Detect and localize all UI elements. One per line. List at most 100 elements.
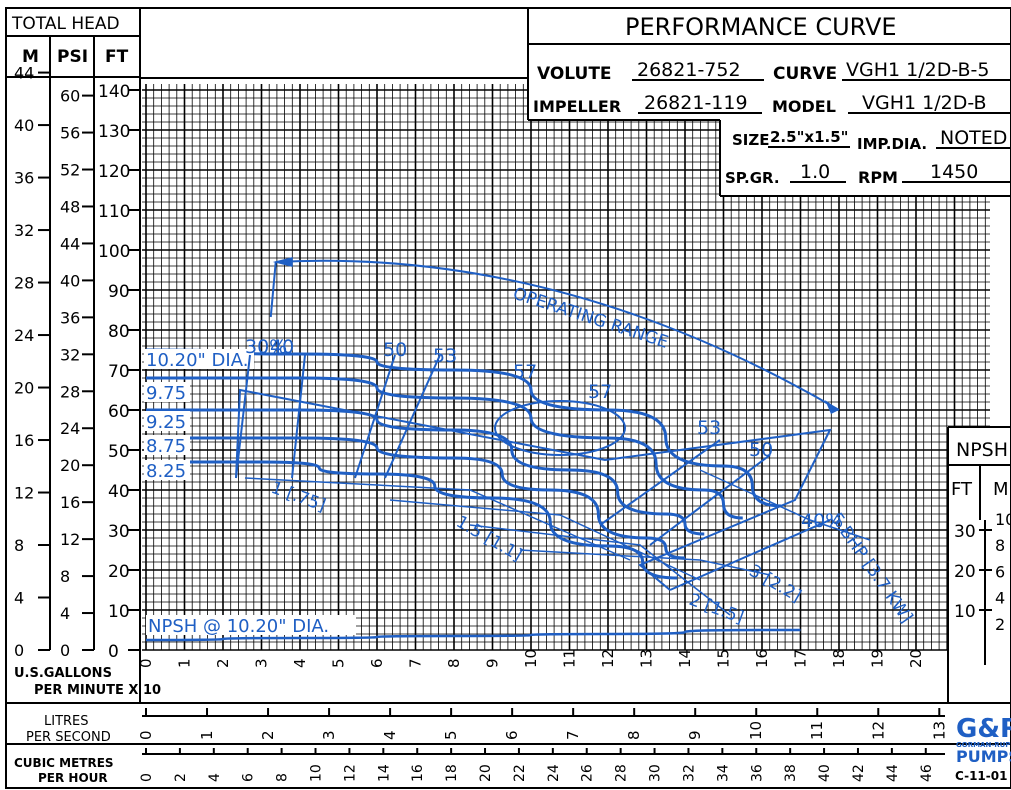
series-label: 8.25 xyxy=(146,461,186,482)
npsh-ft-label: 10 xyxy=(954,602,976,622)
efficiency-line xyxy=(649,454,771,546)
gpm-tick: 14 xyxy=(676,649,694,668)
size-label: SIZE xyxy=(732,131,770,149)
series-label: 9.75 xyxy=(146,383,186,404)
psi-tick-label: 28 xyxy=(60,382,80,401)
gpm-tick: 18 xyxy=(830,649,848,668)
unit-ft: FT xyxy=(105,47,129,67)
volute-value: 26821-752 xyxy=(637,59,741,81)
gpm-tick: 5 xyxy=(330,658,348,668)
lps-tick: 13 xyxy=(930,721,948,740)
gpm-tick: 16 xyxy=(753,649,771,668)
chart-title: PERFORMANCE CURVE xyxy=(625,13,897,41)
lps-tick: 10 xyxy=(747,721,765,740)
gpm-tick: 17 xyxy=(792,649,810,668)
npsh-m-label: 8 xyxy=(995,536,1005,555)
m-tick-label: 16 xyxy=(14,431,34,450)
gpm-tick: 1 xyxy=(176,658,194,668)
m-tick-label: 20 xyxy=(14,379,34,398)
npsh-unit-m: M xyxy=(993,479,1009,500)
m3h-tick: 30 xyxy=(648,764,664,782)
ft-tick-label: 90 xyxy=(108,282,130,302)
gpm-tick: 13 xyxy=(638,649,656,668)
gpm-tick: 4 xyxy=(291,658,309,668)
psi-tick-label: 8 xyxy=(60,567,70,586)
impeller-label: IMPELLER xyxy=(533,97,621,116)
unit-m: M xyxy=(22,47,39,67)
series-label: 9.25 xyxy=(146,412,186,433)
gpm-tick: 0 xyxy=(137,658,155,668)
psi-tick-label: 52 xyxy=(60,161,80,180)
lps-tick: 6 xyxy=(503,730,521,740)
psi-tick-label: 24 xyxy=(60,419,80,438)
psi-tick-label: 20 xyxy=(60,456,80,475)
ft-tick-label: 50 xyxy=(108,442,130,462)
m-tick-label: 4 xyxy=(14,589,24,608)
npsh-title: NPSH xyxy=(956,439,1008,461)
logo-line1: GORMAN-RUPP xyxy=(956,741,1011,749)
unit-psi: PSI xyxy=(57,47,88,67)
gpm-tick: 2 xyxy=(214,658,232,668)
m3h-tick: 34 xyxy=(715,764,731,782)
m-tick-label: 28 xyxy=(14,274,34,293)
npsh-m-label: 6 xyxy=(995,562,1005,581)
ft-tick-label: 120 xyxy=(98,162,130,182)
head-curve xyxy=(146,460,678,580)
lps-label-2: PER SECOND xyxy=(26,730,111,745)
gpm-tick: 7 xyxy=(407,658,425,668)
psi-tick-label: 4 xyxy=(60,604,70,623)
m3h-tick: 44 xyxy=(885,764,901,782)
npsh-m-label: 10 xyxy=(995,510,1011,529)
efficiency-label: 30% xyxy=(245,336,287,358)
lps-tick: 9 xyxy=(686,730,704,740)
power-label: 1.5 [1.1] xyxy=(453,512,526,566)
psi-tick-label: 36 xyxy=(60,308,80,327)
power-label: 2 [1.5] xyxy=(686,590,746,628)
gpm-tick: 19 xyxy=(869,649,887,668)
m3h-tick: 28 xyxy=(614,764,630,782)
curve-value: VGH1 1/2D-B-5 xyxy=(846,59,990,81)
gpm-label-1: U.S.GALLONS xyxy=(14,666,112,681)
efficiency-label: 40 xyxy=(270,336,294,358)
model-label: MODEL xyxy=(772,97,836,116)
m3h-tick: 10 xyxy=(309,764,325,782)
m3h-tick: 6 xyxy=(241,773,257,782)
npsh-unit-ft: FT xyxy=(951,479,973,500)
m3h-tick: 0 xyxy=(139,773,155,782)
head-curve xyxy=(145,436,686,560)
efficiency-line xyxy=(599,439,721,526)
psi-tick-label: 60 xyxy=(60,87,80,106)
psi-tick-label: 56 xyxy=(60,124,80,143)
m3h-tick: 20 xyxy=(478,764,494,782)
lps-tick: 0 xyxy=(137,730,155,740)
sheet-frame xyxy=(5,7,1011,789)
lps-label-1: LITRES xyxy=(44,714,89,729)
head-curve xyxy=(146,408,705,536)
m-tick-label: 24 xyxy=(14,326,34,345)
psi-tick-label: 12 xyxy=(60,530,80,549)
m3h-tick: 38 xyxy=(783,764,799,782)
m-tick-label: 40 xyxy=(14,116,34,135)
m-tick-label: 12 xyxy=(14,484,34,503)
m3h-label-2: PER HOUR xyxy=(38,771,108,785)
ft-tick-label: 40 xyxy=(108,482,130,502)
bottom-axis-ticks: 0 1 2 3 4 5 6 7 8 9 10 11 12 13 14 15 16 17 18 19 200 1 2 3 4 5 6 7… xyxy=(137,649,948,782)
gpm-tick: 11 xyxy=(561,649,579,668)
gpm-tick: 9 xyxy=(484,658,502,668)
m3h-tick: 46 xyxy=(919,764,935,782)
series-label: 8.75 xyxy=(146,436,186,457)
logo-initials: G&R xyxy=(956,714,1011,744)
curve-label: CURVE xyxy=(773,64,837,84)
efficiency-label: 40% xyxy=(801,510,843,532)
impeller-value: 26821-119 xyxy=(644,92,748,114)
m-tick-label: 44 xyxy=(14,64,34,83)
efficiency-label: 50 xyxy=(383,339,407,361)
m3h-tick: 4 xyxy=(207,773,223,782)
m3h-tick: 36 xyxy=(749,764,765,782)
npsh-m-label: 4 xyxy=(995,589,1005,608)
efficiency-label: 53 xyxy=(697,417,721,439)
lps-tick: 8 xyxy=(625,730,643,740)
power-line xyxy=(244,477,631,561)
power-line xyxy=(519,549,771,576)
ft-tick-label: 0 xyxy=(108,642,119,662)
